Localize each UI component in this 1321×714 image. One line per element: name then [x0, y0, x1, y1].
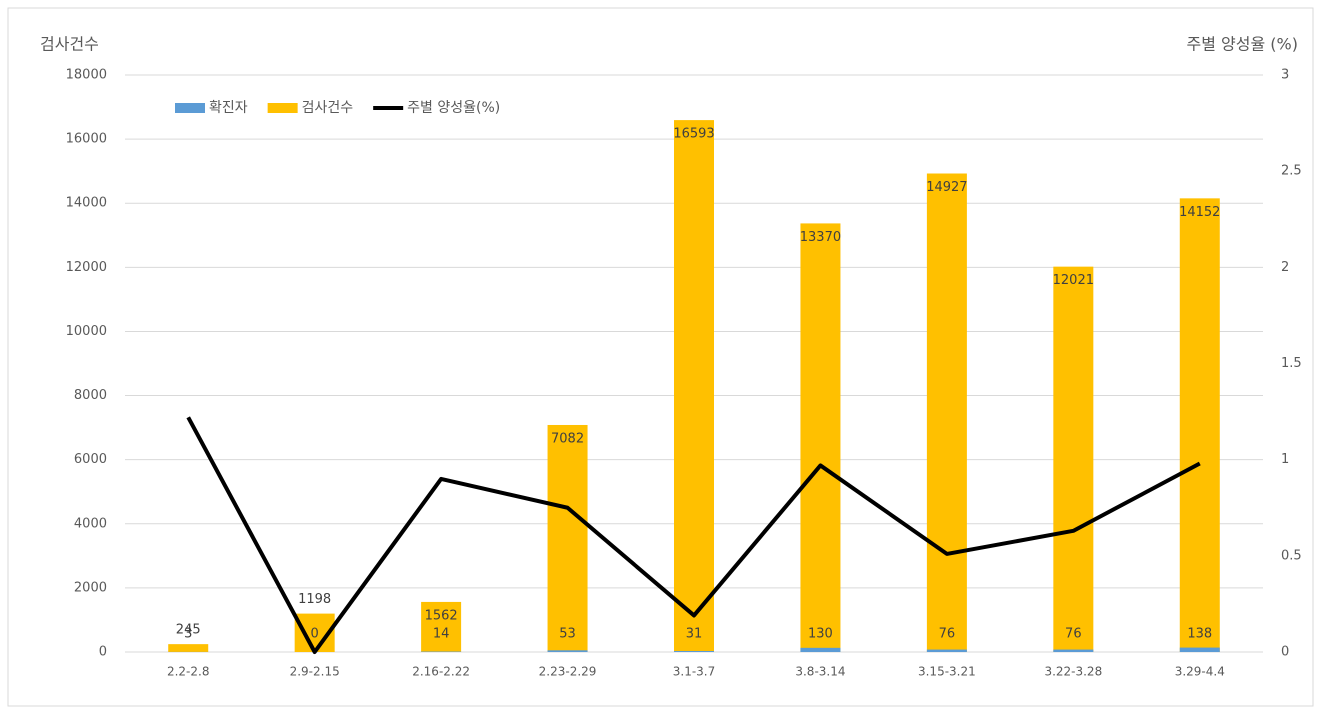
- data-label: 14: [433, 627, 450, 642]
- x-tick-label: 3.22-3.28: [1044, 665, 1102, 679]
- bar: [674, 651, 714, 652]
- x-tick-label: 3.1-3.7: [673, 665, 716, 679]
- y2-tick-label: 1.5: [1281, 356, 1302, 371]
- x-tick-label: 2.2-2.8: [167, 665, 210, 679]
- data-label: 13370: [800, 230, 841, 245]
- data-label: 3: [184, 627, 192, 642]
- bar: [800, 647, 841, 652]
- data-label: 1562: [425, 608, 458, 623]
- y-tick-label: 12000: [66, 260, 107, 275]
- bar: [926, 649, 967, 652]
- y2-tick-label: 0.5: [1281, 548, 1302, 563]
- data-label: 1198: [298, 592, 331, 607]
- y-tick-label: 10000: [66, 324, 107, 339]
- data-label: 12021: [1053, 273, 1094, 288]
- bar: [926, 173, 967, 653]
- line: [186, 416, 1201, 654]
- bar: [168, 644, 209, 652]
- data-label: 76: [939, 627, 956, 642]
- y-tick-label: 8000: [74, 388, 107, 403]
- data-label: 0: [311, 627, 319, 642]
- data-label: 31: [686, 627, 703, 642]
- data-label: 76: [1065, 627, 1082, 642]
- data-label: 130: [808, 627, 833, 642]
- y-tick-label: 18000: [66, 68, 107, 83]
- bar: [547, 424, 588, 652]
- y-tick-label: 14000: [66, 196, 107, 211]
- y-tick-label: 0: [99, 645, 107, 660]
- legend-label: 검사건수: [302, 100, 354, 116]
- data-label: 245: [176, 623, 201, 638]
- bar: [800, 223, 841, 652]
- y-tick-label: 2000: [74, 580, 107, 595]
- legend-swatch: [267, 103, 298, 113]
- x-tick-label: 3.8-3.14: [795, 665, 845, 679]
- x-tick-label: 2.16-2.22: [412, 665, 470, 679]
- y2-tick-label: 3: [1281, 68, 1289, 83]
- x-tick-label: 2.23-2.29: [539, 665, 597, 679]
- y-axis-title: 검사건수: [40, 35, 99, 54]
- data-label: 7082: [551, 431, 584, 446]
- bar: [547, 650, 588, 652]
- y-tick-label: 4000: [74, 516, 107, 531]
- data-label: 53: [559, 627, 576, 642]
- bar: [421, 601, 462, 652]
- chart-frame: [7, 7, 1314, 707]
- data-label: 16593: [673, 127, 714, 142]
- x-tick-label: 3.15-3.21: [918, 665, 976, 679]
- y2-tick-label: 2.5: [1281, 164, 1302, 179]
- data-label: 138: [1187, 627, 1212, 642]
- y2-axis-title: 주별 양성율 (%): [1187, 35, 1298, 54]
- data-label: 14927: [926, 180, 967, 195]
- y2-tick-label: 1: [1281, 452, 1289, 467]
- y2-tick-label: 0: [1281, 645, 1289, 660]
- y-tick-label: 16000: [66, 132, 107, 147]
- bar: [1053, 266, 1094, 652]
- legend-label: 주별 양성율(%): [407, 100, 500, 116]
- bar: [1179, 647, 1220, 652]
- bar: [674, 120, 714, 652]
- bar: [1179, 198, 1220, 652]
- y-tick-label: 6000: [74, 452, 107, 467]
- x-tick-label: 3.29-4.4: [1175, 665, 1225, 679]
- legend-swatch: [175, 103, 205, 113]
- legend-label: 확진자: [209, 100, 248, 116]
- data-label: 14152: [1179, 205, 1220, 220]
- x-tick-label: 2.9-2.15: [290, 665, 340, 679]
- bar: [1053, 649, 1094, 652]
- y2-tick-label: 2: [1281, 260, 1289, 275]
